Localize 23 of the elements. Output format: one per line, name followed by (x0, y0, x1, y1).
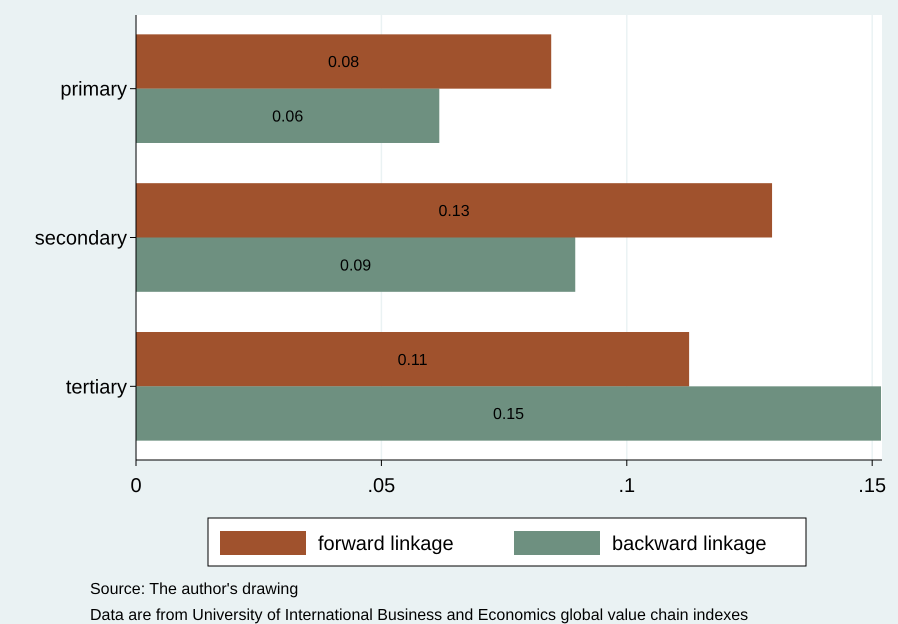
data-label: 0.11 (398, 352, 428, 369)
data-label: 0.09 (340, 257, 372, 274)
x-tick-label: 0 (130, 475, 142, 497)
legend-label: backward linkage (612, 533, 767, 555)
bar (136, 183, 772, 238)
x-tick-label: .1 (618, 475, 636, 497)
data-label: 0.15 (492, 406, 524, 424)
y-tick-label: primary (60, 78, 127, 101)
source-note: Source: The author's drawing (90, 581, 298, 598)
y-tick-label: secondary (34, 228, 127, 250)
y-tick-label: tertiary (66, 376, 127, 398)
bar (136, 332, 690, 386)
bar (136, 386, 882, 441)
bar (136, 88, 440, 143)
bar (136, 34, 552, 89)
data-label: 0.06 (272, 108, 304, 126)
data-label: 0.13 (438, 202, 470, 220)
data-label: 0.08 (328, 54, 360, 72)
bar (136, 238, 576, 292)
x-tick-label: .05 (367, 475, 396, 497)
legend-label: forward linkage (318, 533, 454, 555)
text: Data are from University of International Business and Economics global value chain indexes (90, 607, 748, 624)
x-tick-label: .15 (858, 475, 886, 497)
